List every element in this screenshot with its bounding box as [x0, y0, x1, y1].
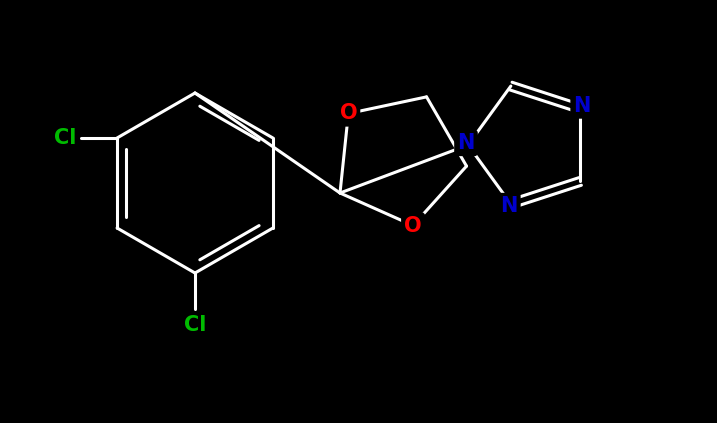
Text: N: N: [457, 133, 475, 153]
Text: Cl: Cl: [184, 315, 206, 335]
Text: Cl: Cl: [54, 128, 76, 148]
Text: N: N: [574, 96, 591, 115]
Text: N: N: [500, 196, 518, 216]
Text: O: O: [340, 104, 357, 124]
Text: O: O: [404, 215, 422, 236]
